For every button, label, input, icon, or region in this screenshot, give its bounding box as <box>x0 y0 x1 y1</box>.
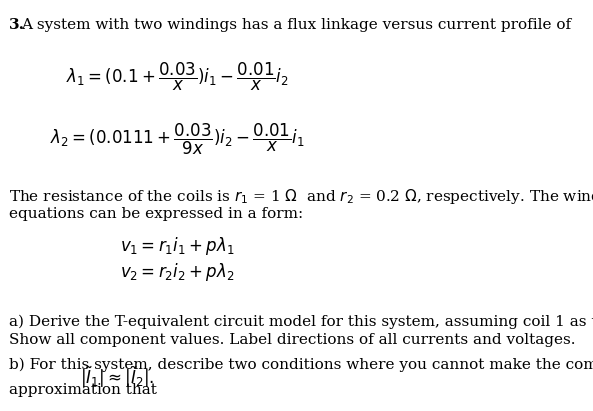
Text: $v_1 = r_1 i_1 + p\lambda_1$: $v_1 = r_1 i_1 + p\lambda_1$ <box>120 235 235 257</box>
Text: The resistance of the coils is $r_1$ = 1 $\Omega$  and $r_2$ = 0.2 $\Omega$, res: The resistance of the coils is $r_1$ = 1… <box>9 187 593 206</box>
Text: $v_2 = r_2 i_2 + p\lambda_2$: $v_2 = r_2 i_2 + p\lambda_2$ <box>120 261 235 283</box>
Text: a) Derive the T-equivalent circuit model for this system, assuming coil 1 as the: a) Derive the T-equivalent circuit model… <box>9 314 593 329</box>
Text: b) For this system, describe two conditions where you cannot make the common: b) For this system, describe two conditi… <box>9 358 593 372</box>
Text: Show all component values. Label directions of all currents and voltages.: Show all component values. Label directi… <box>9 333 575 347</box>
Text: approximation that: approximation that <box>9 383 157 397</box>
Text: A system with two windings has a flux linkage versus current profile of: A system with two windings has a flux li… <box>21 18 571 32</box>
Text: $\lambda_1 = (0.1 + \dfrac{0.03}{x})i_1 - \dfrac{0.01}{x}i_2$: $\lambda_1 = (0.1 + \dfrac{0.03}{x})i_1 … <box>66 60 289 93</box>
Text: 3.: 3. <box>9 18 25 32</box>
Text: equations can be expressed in a form:: equations can be expressed in a form: <box>9 207 303 221</box>
Text: $\lambda_2 = (0.0111 + \dfrac{0.03}{9x})i_2 - \dfrac{0.01}{x}i_1$: $\lambda_2 = (0.0111 + \dfrac{0.03}{9x})… <box>50 122 305 157</box>
Text: $|\tilde{I}_1| \approx |\tilde{I}_2|$.: $|\tilde{I}_1| \approx |\tilde{I}_2|$. <box>79 365 154 390</box>
